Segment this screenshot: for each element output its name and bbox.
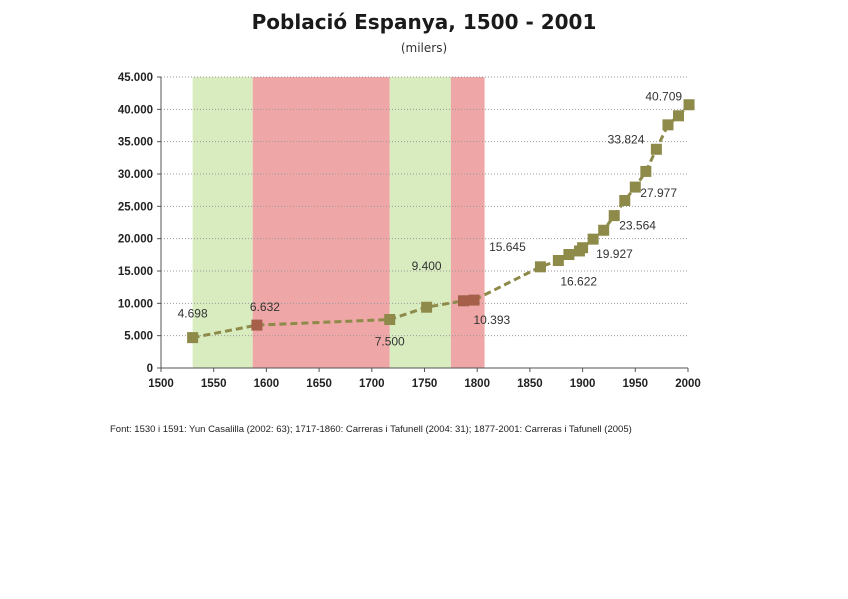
y-tick-label: 20.000 xyxy=(118,234,153,246)
data-point xyxy=(534,261,546,273)
period-band-3 xyxy=(389,77,451,368)
x-tick-label: 1500 xyxy=(148,378,174,390)
period-band-2 xyxy=(252,77,390,368)
y-tick-label: 35.000 xyxy=(118,137,153,149)
data-label: 9.400 xyxy=(412,259,442,273)
data-labels: 4.698 6.632 7.500 9.400 10.393 15.645 16.622 19… xyxy=(178,90,683,349)
chart-title: Població Espanya, 1500 - 2001 xyxy=(251,10,597,34)
data-point xyxy=(598,224,610,236)
data-point xyxy=(251,319,263,331)
data-point xyxy=(384,314,396,325)
data-point xyxy=(563,249,575,261)
data-label: 6.632 xyxy=(250,300,280,314)
x-tick-label: 1700 xyxy=(359,378,385,390)
data-point xyxy=(608,210,620,222)
data-label: 15.645 xyxy=(489,240,526,254)
data-label: 19.927 xyxy=(596,247,633,261)
x-tick-label: 1900 xyxy=(570,378,596,390)
period-band-1 xyxy=(192,77,253,368)
y-tick-label: 10.000 xyxy=(118,298,153,310)
data-point xyxy=(619,195,631,207)
data-label: 23.564 xyxy=(619,219,656,233)
y-tick-label: 15.000 xyxy=(118,266,153,278)
y-tick-label: 25.000 xyxy=(118,201,153,213)
data-point xyxy=(629,181,641,193)
data-label: 27.977 xyxy=(640,186,677,200)
data-point xyxy=(468,294,480,306)
axes: 0 5.000 10.000 15.000 20.000 25.000 30.000 35.0… xyxy=(118,72,701,390)
y-tick-label: 45.000 xyxy=(118,72,153,84)
data-point xyxy=(640,165,652,177)
data-label: 4.698 xyxy=(178,307,208,321)
data-point xyxy=(552,255,564,267)
y-tick-label: 30.000 xyxy=(118,169,153,181)
x-tick-label: 1750 xyxy=(412,378,438,390)
y-tick-label: 5.000 xyxy=(124,331,153,343)
data-point xyxy=(187,332,199,344)
x-tick-label: 1850 xyxy=(517,378,543,390)
data-point xyxy=(673,110,685,122)
data-label: 33.824 xyxy=(608,132,645,146)
data-label: 40.709 xyxy=(645,90,682,104)
data-label: 16.622 xyxy=(560,275,597,289)
source-note: Font: 1530 i 1591: Yun Casalilla (2002: … xyxy=(110,424,632,435)
population-series-line xyxy=(192,103,691,340)
x-tick-label: 2000 xyxy=(675,378,701,390)
data-label: 7.500 xyxy=(375,335,405,349)
data-point xyxy=(457,295,469,307)
data-markers xyxy=(187,99,695,344)
y-tick-label: 40.000 xyxy=(118,104,153,116)
population-line-chart: 0 5.000 10.000 15.000 20.000 25.000 30.000 35.0… xyxy=(118,72,701,390)
x-tick-label: 1650 xyxy=(306,378,332,390)
x-tick-label: 1800 xyxy=(464,378,490,390)
data-point xyxy=(683,99,695,111)
data-point xyxy=(421,301,433,313)
data-point xyxy=(650,143,662,155)
period-bands xyxy=(192,77,485,368)
data-point xyxy=(662,119,674,131)
x-tick-label: 1600 xyxy=(254,378,280,390)
data-point xyxy=(577,242,589,254)
period-band-4 xyxy=(450,77,485,368)
series-line xyxy=(192,103,691,340)
x-tick-label: 1550 xyxy=(201,378,227,390)
x-tick-label: 1950 xyxy=(623,378,649,390)
chart-subtitle: (milers) xyxy=(400,41,448,55)
data-point xyxy=(587,233,599,245)
y-tick-label: 0 xyxy=(147,363,153,375)
data-label: 10.393 xyxy=(473,313,510,327)
grid-lines xyxy=(161,76,688,337)
